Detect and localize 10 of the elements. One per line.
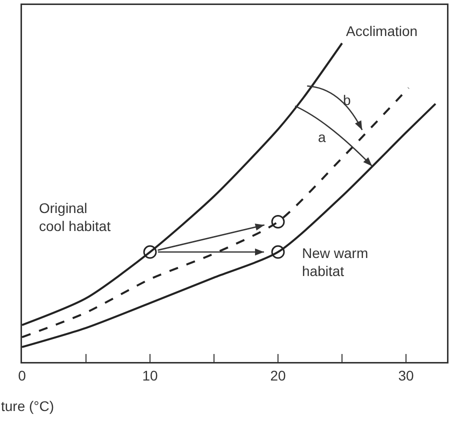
x-tick-label: 10 bbox=[142, 367, 158, 384]
x-tick-label: 30 bbox=[398, 367, 414, 384]
annotation: Acclimation bbox=[346, 23, 418, 39]
x-tick-label: 0 bbox=[18, 367, 26, 384]
x-tick-label: 20 bbox=[270, 367, 286, 384]
annotation: Original cool habitat bbox=[39, 200, 111, 234]
annotation: a bbox=[318, 129, 326, 145]
x-axis-title: ture (°C) bbox=[1, 398, 54, 414]
annotation: b bbox=[343, 92, 351, 108]
annotation: New warm habitat bbox=[302, 245, 368, 280]
